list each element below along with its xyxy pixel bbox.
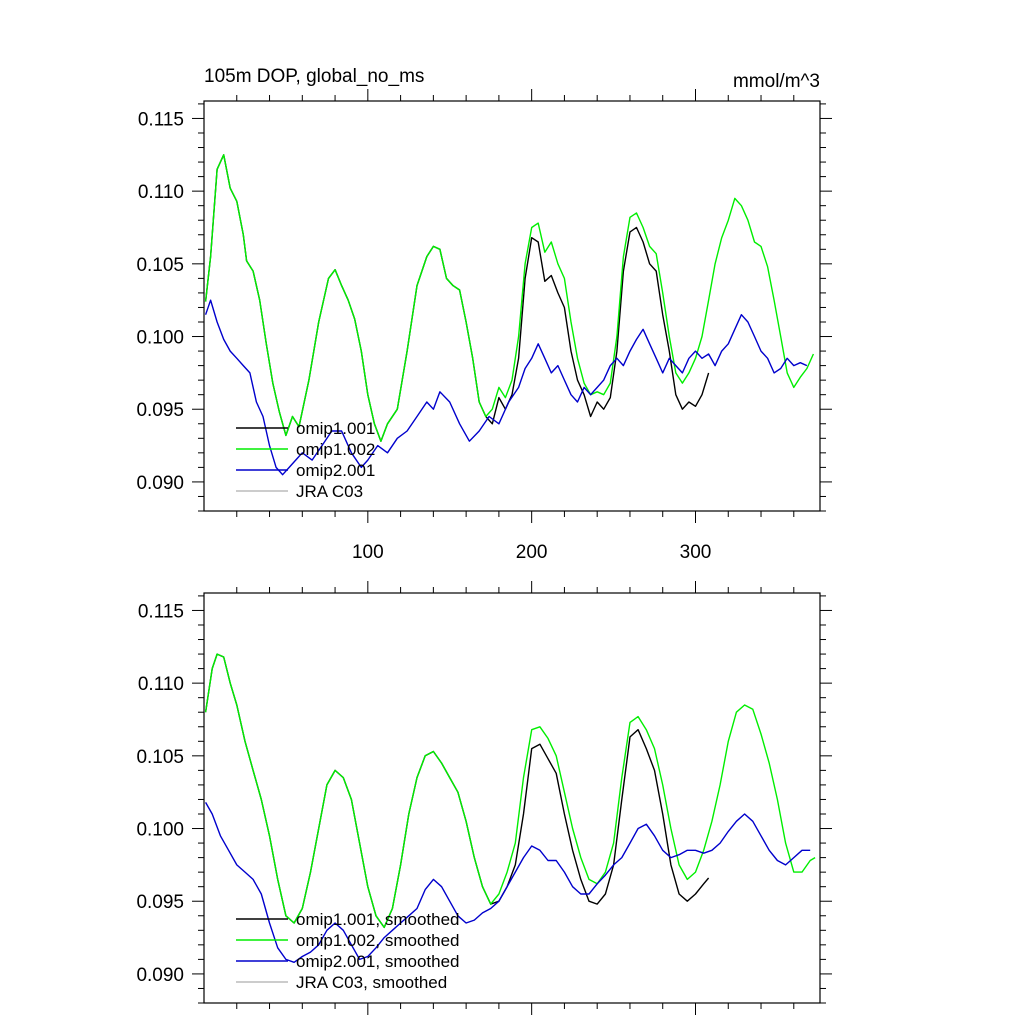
x-tick-label: 300 <box>680 542 712 563</box>
y-tick-label: 0.105 <box>136 747 184 768</box>
units-label: mmol/m^3 <box>733 71 820 92</box>
y-tick-label: 0.115 <box>138 601 184 622</box>
panels: 105m DOP, global_no_ms mmol/m^3 0.090 0.095… <box>136 66 832 1015</box>
series-line-2 <box>204 653 816 929</box>
y-tick-label: 0.090 <box>136 965 184 986</box>
legend-label: JRA C03, smoothed <box>296 973 447 992</box>
y-tick-label: 0.100 <box>136 328 184 349</box>
legend-label: omip1.002, smoothed <box>296 931 460 950</box>
legend-label: omip1.001 <box>296 419 375 438</box>
x-tick-label: 200 <box>516 542 548 563</box>
chart-panel-1: 105m DOP, global_no_ms mmol/m^3 0.090 0.095… <box>136 66 832 563</box>
y-tick-label: 0.110 <box>138 182 184 203</box>
plot-frame <box>203 100 821 512</box>
series-line-3 <box>204 802 811 963</box>
y-tick-label: 0.095 <box>136 892 184 913</box>
x-tick-label: 100 <box>352 542 384 563</box>
y-tick-label: 0.095 <box>136 400 184 421</box>
y-tick-label: 0.110 <box>138 674 184 695</box>
legend-label: omip1.002 <box>296 440 375 459</box>
legend-label: omip1.001, smoothed <box>296 910 460 929</box>
y-tick-label: 0.100 <box>136 820 184 841</box>
legend-label: JRA C03 <box>296 482 363 501</box>
chart-panel-2: 0.090 0.095 0.100 0.105 0.110 0.115 omip1.001,… <box>136 581 832 1015</box>
y-tick-label: 0.090 <box>136 473 184 494</box>
chart-title: 105m DOP, global_no_ms <box>204 66 424 87</box>
y-tick-label: 0.105 <box>136 255 184 276</box>
plot-frame <box>203 592 821 1004</box>
series-line-2 <box>204 154 815 442</box>
y-tick-label: 0.115 <box>138 109 184 130</box>
legend-label: omip2.001, smoothed <box>296 952 460 971</box>
legend-label: omip2.001 <box>296 461 375 480</box>
series-line-3 <box>204 299 808 476</box>
